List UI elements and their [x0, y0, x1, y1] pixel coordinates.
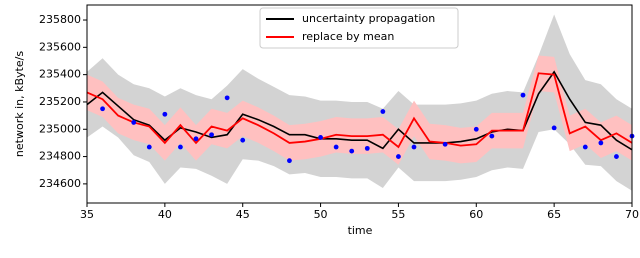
y-tick-label: 235000 — [39, 122, 81, 135]
observation-point — [442, 141, 448, 147]
observation-point — [380, 109, 386, 114]
observation-point — [209, 132, 214, 138]
series-line — [86, 70, 633, 151]
y-tick-label: 234800 — [39, 150, 81, 163]
x-tick-label: 65 — [547, 208, 561, 221]
observation-point — [224, 95, 230, 101]
series-line — [86, 72, 633, 149]
observation-point — [146, 144, 152, 150]
observation-point — [193, 136, 199, 142]
y-tick-label: 235200 — [39, 95, 81, 108]
observation-point — [582, 144, 588, 150]
observation-point — [240, 137, 246, 143]
observation-point — [364, 145, 370, 151]
x-tick-label: 50 — [314, 208, 328, 221]
uncertainty-band — [87, 55, 632, 165]
y-tick-label: 235800 — [39, 13, 81, 26]
observation-point — [349, 148, 355, 154]
observation-point — [162, 111, 168, 117]
observation-point — [333, 144, 339, 150]
plot-frame — [86, 4, 633, 204]
x-tick-label: 60 — [469, 208, 483, 221]
x-tick-label: 40 — [158, 208, 172, 221]
x-tick-label: 55 — [391, 208, 405, 221]
legend-box — [259, 7, 459, 49]
observation-point — [614, 154, 619, 159]
x-tick-label: 45 — [236, 208, 250, 221]
observation-point — [551, 125, 557, 131]
observation-point — [520, 92, 526, 98]
y-tick-label: 235400 — [39, 68, 81, 81]
x-axis-label: time — [348, 224, 373, 237]
observation-point — [411, 144, 417, 150]
observation-point — [131, 120, 137, 125]
observation-point — [396, 154, 401, 159]
observation-point — [598, 140, 604, 146]
observation-point — [318, 135, 323, 140]
legend-label: replace by mean — [302, 30, 394, 43]
observation-point — [178, 144, 183, 150]
y-tick-label: 234600 — [39, 177, 81, 190]
observation-point — [100, 106, 105, 112]
legend-label: uncertainty propagation — [302, 12, 435, 25]
observation-point — [489, 133, 495, 139]
x-tick-label: 35 — [80, 208, 94, 221]
x-tick-label: 70 — [625, 208, 639, 221]
y-tick-label: 235600 — [39, 40, 81, 53]
observation-point — [287, 158, 292, 164]
observation-point — [473, 126, 479, 132]
y-axis-label: network in, kByte/s — [13, 51, 26, 157]
